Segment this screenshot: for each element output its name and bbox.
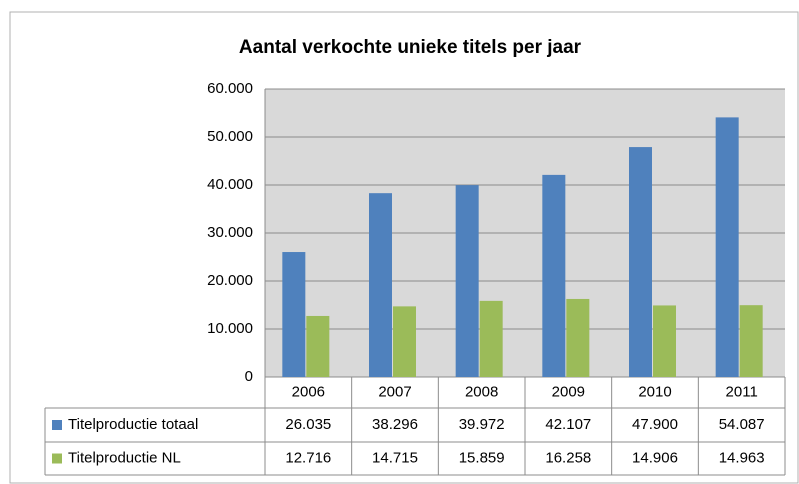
x-tick-label: 2009 [552,383,585,400]
table-value: 14.715 [372,449,418,466]
y-tick-label: 30.000 [207,224,253,241]
y-tick-label: 10.000 [207,320,253,337]
bar [629,147,652,377]
table-value: 47.900 [632,416,678,433]
bar [369,193,392,377]
y-tick-label: 0 [245,368,253,385]
y-tick-label: 40.000 [207,176,253,193]
x-tick-label: 2006 [292,383,325,400]
table-value: 26.035 [285,416,331,433]
bar [479,300,503,377]
table-value: 16.258 [545,449,591,466]
table-value: 14.963 [719,449,765,466]
bar [282,252,306,377]
bar [306,315,330,377]
bar [542,174,566,377]
bar [715,117,739,378]
table-value: 54.087 [719,416,765,433]
y-tick-label: 60.000 [207,80,253,97]
legend-label: Titelproductie NL [68,449,181,466]
x-tick-label: 2010 [638,383,671,400]
table-value: 42.107 [545,416,591,433]
legend-marker [52,453,62,464]
x-tick-label: 2011 [726,383,758,400]
table-value: 38.296 [372,416,418,433]
table-value: 15.859 [459,449,505,466]
legend-label: Titelproductie totaal [68,416,198,433]
chart-title: Aantal verkochte unieke titels per jaar [239,37,582,58]
table-value: 39.972 [459,416,505,433]
bar [455,185,479,377]
bar [393,306,416,377]
bar [739,305,763,377]
y-tick-label: 50.000 [207,128,253,145]
table-value: 14.906 [632,449,678,466]
bar [566,298,590,377]
x-tick-label: 2007 [378,383,411,400]
bar [653,305,676,377]
x-tick-label: 2008 [465,383,498,400]
y-tick-label: 20.000 [207,272,253,289]
legend-marker [52,420,62,430]
table-value: 12.716 [285,449,331,466]
